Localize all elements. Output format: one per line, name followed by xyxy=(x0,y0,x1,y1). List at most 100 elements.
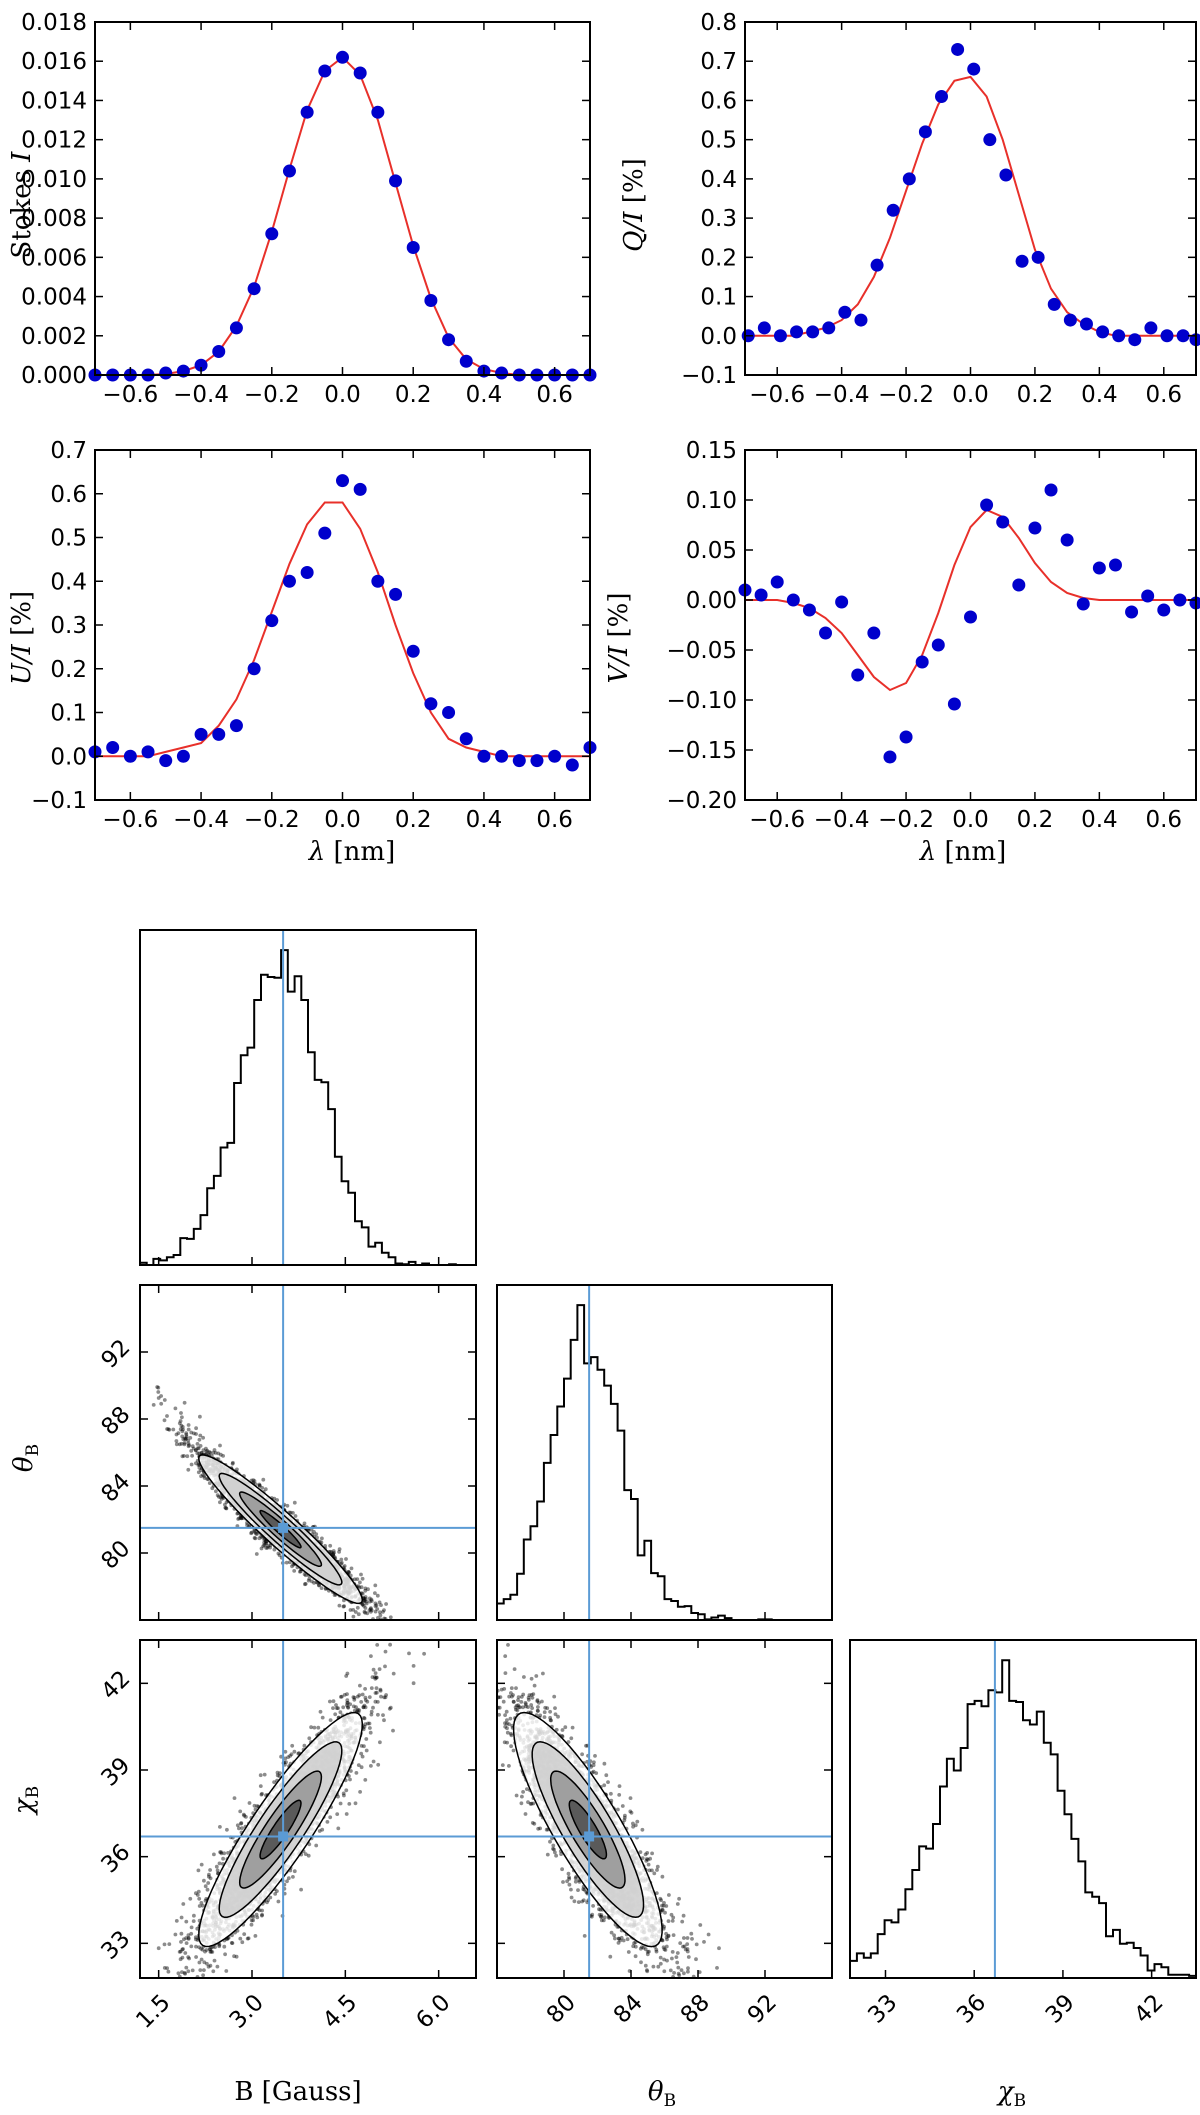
sample-point xyxy=(190,1444,195,1449)
sample-point xyxy=(196,1470,201,1475)
sample-point xyxy=(331,1699,336,1704)
sample-point xyxy=(336,1794,340,1799)
sample-point xyxy=(317,1583,321,1587)
sample-point xyxy=(253,1934,258,1938)
sample-point xyxy=(356,1612,361,1617)
sample-point xyxy=(284,1560,289,1565)
stokes-u-ylabel-var: U/I xyxy=(7,643,37,685)
sample-point xyxy=(355,1577,360,1581)
sample-point xyxy=(202,1960,207,1965)
sample-point xyxy=(328,1699,332,1704)
stokes-q-ytick-label: 0.1 xyxy=(700,285,737,311)
stokes-i-plot: −0.6 −0.4 −0.2 0.0 0.2 0.4 0.60.0000.0020.0040… xyxy=(21,10,597,408)
stokes-u-xtick-label: 0.6 xyxy=(536,807,573,833)
sample-point xyxy=(178,1949,183,1954)
sample-point xyxy=(204,1449,209,1454)
stokes-i-xtick-label: 0.6 xyxy=(536,382,573,408)
sample-point xyxy=(362,1609,367,1614)
sample-point xyxy=(198,1444,203,1448)
sample-point xyxy=(303,1852,308,1856)
stokes-q-ytick-label: 0.3 xyxy=(700,206,737,232)
sample-point xyxy=(351,1608,356,1612)
sample-point xyxy=(165,1427,170,1431)
sample-point xyxy=(217,1861,222,1866)
sample-point xyxy=(254,1552,259,1556)
sample-point xyxy=(180,1415,184,1420)
sample-point xyxy=(363,1606,368,1610)
sample-point xyxy=(195,1442,200,1446)
stokes-i-data-point xyxy=(318,64,332,78)
stokes-u-data-point xyxy=(565,758,579,772)
stokes-i-ytick-label: 0.016 xyxy=(21,49,87,75)
stokes-i-data-point xyxy=(389,174,403,188)
sample-point xyxy=(176,1431,181,1435)
sample-point xyxy=(208,1876,213,1881)
sample-point xyxy=(275,1498,279,1502)
sample-point xyxy=(200,1947,205,1952)
sample-point xyxy=(293,1514,298,1518)
sample-point xyxy=(171,1427,176,1432)
sample-point xyxy=(360,1602,365,1607)
sample-point xyxy=(237,1826,241,1831)
truth-marker xyxy=(278,1522,289,1533)
sample-point xyxy=(298,1569,302,1574)
stokes-q-data-point xyxy=(886,203,900,217)
sample-point xyxy=(192,1431,196,1436)
sample-point xyxy=(207,1481,212,1485)
stokes-q-ylabel-unit: [%] xyxy=(619,158,649,203)
sample-point xyxy=(197,1437,202,1442)
sample-point xyxy=(312,1581,316,1585)
sample-point xyxy=(384,1602,388,1606)
sample-point xyxy=(255,1532,259,1536)
hist-frame-chi_B xyxy=(849,1639,1197,1979)
stokes-q-axes-frame xyxy=(744,21,1197,376)
sample-point xyxy=(253,1530,258,1535)
sample-point xyxy=(376,1616,380,1620)
stokes-q-xtick-label: −0.6 xyxy=(749,382,805,408)
stokes-u-ytick-label: 0.1 xyxy=(50,701,87,727)
stokes-q-ytick-label: 0.2 xyxy=(700,245,737,271)
sample-point xyxy=(201,1973,206,1978)
stokes-u-ytick-label: 0.5 xyxy=(50,526,87,552)
panel-stokes-i: −0.6 −0.4 −0.2 0.0 0.2 0.4 0.60.0000.0020.0040… xyxy=(7,10,597,408)
sample-point xyxy=(199,1946,204,1951)
sample-point xyxy=(374,1675,379,1680)
stokes-i-ylabel-var: I xyxy=(7,151,37,163)
sample-point xyxy=(363,1705,368,1710)
sample-point xyxy=(257,1908,262,1913)
sample-point xyxy=(284,1760,288,1765)
stokes-v-data-point xyxy=(1173,593,1187,607)
sample-point xyxy=(264,1541,269,1546)
sample-point xyxy=(260,1486,265,1490)
stokes-i-ytick-label: 0.000 xyxy=(21,363,87,389)
sample-point xyxy=(202,1476,207,1480)
stokes-v-data-point xyxy=(1157,603,1171,617)
stokes-v-data-point xyxy=(1012,578,1026,592)
sample-point xyxy=(348,1608,353,1612)
sample-point xyxy=(264,1539,268,1544)
sample-point xyxy=(218,1500,222,1505)
stokes-q-data-point xyxy=(1079,317,1093,331)
sample-point xyxy=(216,1494,221,1499)
sample-point xyxy=(346,1569,351,1574)
sample-point xyxy=(360,1754,365,1759)
sample-point xyxy=(382,1608,386,1612)
stokes-i-data-point xyxy=(212,344,226,358)
sample-point xyxy=(345,1701,350,1705)
panel-stokes-q: −0.6 −0.4 −0.2 0.0 0.2 0.4 0.6−0.10.00.10.20.3… xyxy=(619,10,1200,408)
sample-point xyxy=(379,1694,383,1699)
sample-point xyxy=(182,1454,186,1458)
sample-point xyxy=(355,1605,360,1610)
sample-point xyxy=(162,1398,167,1402)
sample-point xyxy=(155,1385,160,1389)
stokes-v-data-point xyxy=(754,588,768,602)
stokes-v-ytick-label: 0.10 xyxy=(686,488,737,514)
stokes-v-xtick-label: 0.0 xyxy=(952,807,989,833)
sample-point xyxy=(303,1573,308,1578)
sample-point xyxy=(272,1780,276,1784)
sample-point xyxy=(199,1474,204,1479)
stokes-v-ytick-label: −0.20 xyxy=(667,788,737,814)
stokes-q-data-point xyxy=(1063,313,1077,327)
sample-point xyxy=(184,1965,189,1970)
